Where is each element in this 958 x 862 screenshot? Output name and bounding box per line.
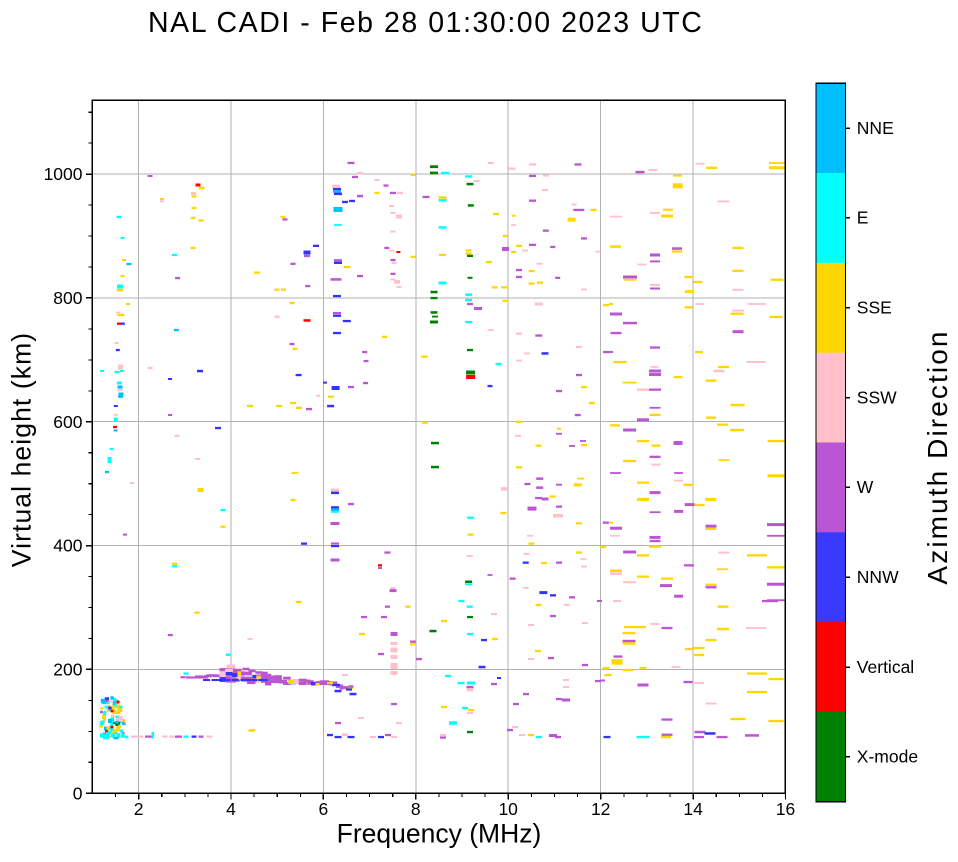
svg-text:10: 10	[498, 799, 518, 819]
svg-text:SSW: SSW	[857, 387, 897, 407]
svg-text:800: 800	[53, 288, 82, 308]
svg-text:Vertical: Vertical	[857, 657, 914, 677]
svg-text:NNE: NNE	[857, 118, 894, 138]
svg-text:8: 8	[411, 799, 421, 819]
svg-text:16: 16	[776, 799, 795, 819]
svg-text:Virtual height (km): Virtual height (km)	[7, 332, 37, 567]
svg-text:SSE: SSE	[857, 298, 892, 318]
svg-text:Frequency (MHz): Frequency (MHz)	[337, 819, 542, 849]
svg-text:X-mode: X-mode	[857, 747, 918, 767]
svg-text:600: 600	[53, 412, 82, 432]
svg-text:Azimuth Direction: Azimuth Direction	[922, 329, 953, 584]
svg-text:12: 12	[591, 799, 610, 819]
svg-text:NNW: NNW	[857, 567, 899, 587]
svg-text:NAL CADI - Feb 28 01:30:00 202: NAL CADI - Feb 28 01:30:00 2023 UTC	[148, 7, 703, 39]
svg-text:200: 200	[53, 660, 82, 680]
svg-text:0: 0	[73, 783, 83, 803]
svg-text:6: 6	[319, 799, 329, 819]
svg-text:W: W	[857, 477, 874, 497]
svg-text:4: 4	[226, 799, 236, 819]
svg-text:400: 400	[53, 536, 82, 556]
svg-text:2: 2	[134, 799, 144, 819]
svg-text:14: 14	[683, 799, 703, 819]
svg-text:E: E	[857, 208, 869, 228]
svg-text:1000: 1000	[44, 164, 83, 184]
